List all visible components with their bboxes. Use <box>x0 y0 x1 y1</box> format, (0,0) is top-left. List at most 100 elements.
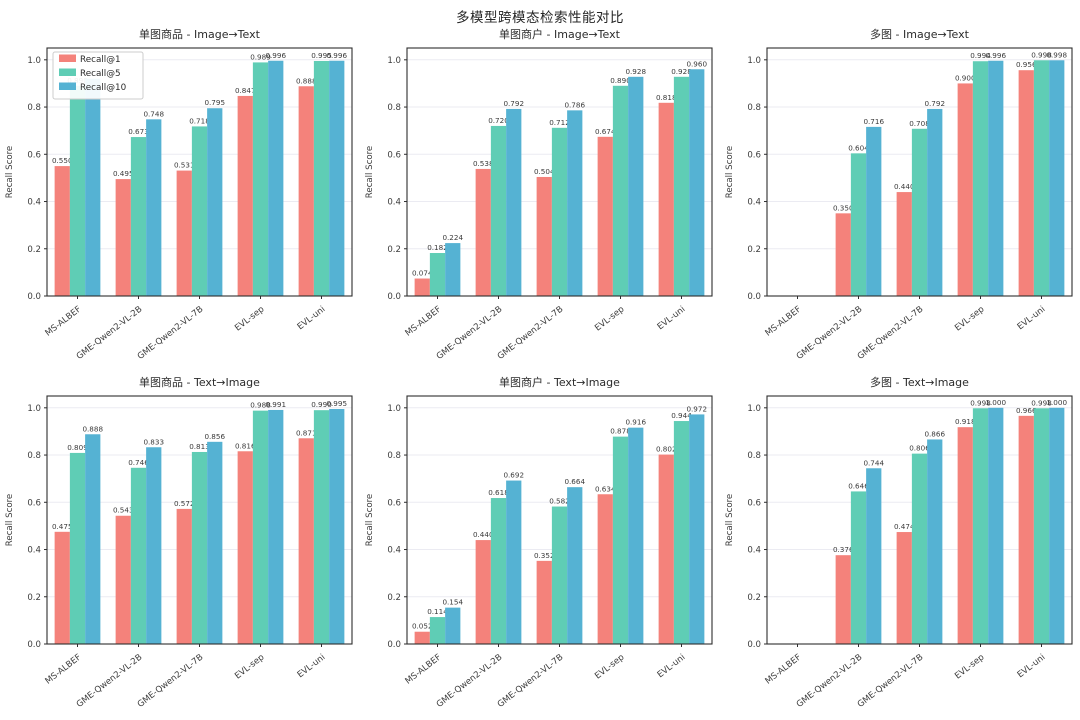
y-tick-label: 0.0 <box>387 292 401 302</box>
x-tick-label: EVL-uni <box>656 304 688 332</box>
bar-value-label: 0.716 <box>863 117 884 126</box>
bar <box>146 119 162 296</box>
bar <box>506 480 522 644</box>
y-tick-label: 0.4 <box>27 546 41 556</box>
bar <box>130 137 147 296</box>
bar <box>329 60 345 296</box>
panel-single-product-image-to-text: 0.5500.8900.920MS-ALBEF0.4950.6730.748GM… <box>0 24 360 372</box>
panel-title: 单图商户 - Text→Image <box>499 375 620 389</box>
bar-value-label: 0.972 <box>686 404 707 413</box>
chart-panel-svg: 0.475 0.809 0.888 MS-ALBEF 0.543 0.746 0.833 GM… <box>5 375 353 710</box>
y-tick-label: 0.0 <box>27 292 41 302</box>
legend-label: Recall@5 <box>80 69 121 79</box>
x-tick-label: GME-Qwen2-VL-2B <box>75 652 145 709</box>
plot-border <box>46 47 353 297</box>
chart-grid: 0.5500.8900.920MS-ALBEF0.4950.6730.748GM… <box>0 24 1080 720</box>
y-axis-label: Recall Score <box>5 146 15 198</box>
bar-value-label: 0.996 <box>326 51 347 60</box>
x-tick-label: GME-Qwen2-VL-7B <box>136 652 206 709</box>
bar <box>1018 70 1034 296</box>
bar <box>957 427 973 644</box>
y-tick-label: 0.8 <box>387 451 401 461</box>
y-tick-label: 0.4 <box>747 546 761 556</box>
plot-border <box>766 47 1073 297</box>
plot-border <box>406 395 713 645</box>
bar-value-label: 0.988 <box>250 401 271 410</box>
bar <box>146 447 162 644</box>
bar <box>207 108 223 296</box>
x-tick-label: MS-ALBEF <box>44 304 84 338</box>
bar <box>850 153 867 296</box>
bar <box>927 439 943 644</box>
chart-panel-svg: 0.5500.8900.920MS-ALBEF0.4950.6730.748GM… <box>5 27 353 362</box>
x-tick-label: GME-Qwen2-VL-7B <box>496 304 566 361</box>
y-tick-label: 0.8 <box>387 103 401 113</box>
x-tick-label: EVL-sep <box>233 652 266 681</box>
bar-value-label: 0.718 <box>189 116 210 125</box>
y-axis-label: Recall Score <box>365 146 375 198</box>
chart-panel-svg: MS-ALBEF 0.350 0.604 0.716 GME-Qwen2-VL-2B 0.… <box>725 27 1073 362</box>
y-tick-label: 0.6 <box>387 498 401 508</box>
x-tick-label: GME-Qwen2-VL-2B <box>795 304 865 361</box>
bar <box>414 631 430 644</box>
x-tick-label: EVL-sep <box>953 304 986 333</box>
bar-value-label: 1.000 <box>985 398 1006 407</box>
bar <box>429 617 446 644</box>
bar <box>658 102 674 296</box>
main-title: 多模型跨模态检索性能对比 <box>456 10 624 26</box>
panel-title: 多图 - Text→Image <box>870 375 969 389</box>
bar <box>414 278 430 296</box>
bar <box>612 85 629 296</box>
bar-value-label: 0.966 <box>1016 406 1037 415</box>
bar <box>313 410 330 644</box>
y-tick-label: 0.6 <box>387 150 401 160</box>
legend-swatch <box>59 68 76 76</box>
y-tick-label: 0.2 <box>747 245 761 255</box>
bar-value-label: 0.746 <box>128 458 149 467</box>
bar-value-label: 0.495 <box>113 169 134 178</box>
bar-value-label: 0.809 <box>67 443 88 452</box>
bar-value-label: 0.692 <box>503 471 524 480</box>
bar <box>115 179 131 296</box>
bar-value-label: 0.916 <box>625 418 646 427</box>
bar <box>551 506 568 644</box>
bar-value-label: 0.900 <box>955 73 976 82</box>
panel-multi-image-image-to-text: MS-ALBEF 0.350 0.604 0.716 GME-Qwen2-VL-2B 0.… <box>720 24 1080 372</box>
x-tick-label: MS-ALBEF <box>764 652 804 686</box>
bar <box>957 83 973 296</box>
bar <box>927 108 943 297</box>
bar-value-label: 0.944 <box>671 411 692 420</box>
bar-value-label: 0.744 <box>863 458 884 467</box>
plot-border <box>46 395 353 645</box>
x-tick-label: GME-Qwen2-VL-2B <box>435 304 505 361</box>
y-tick-label: 0.2 <box>387 593 401 603</box>
bar-value-label: 0.816 <box>235 441 256 450</box>
bar <box>298 86 314 297</box>
bar <box>597 494 613 644</box>
x-tick-label: GME-Qwen2-VL-7B <box>856 652 926 709</box>
x-tick-label: GME-Qwen2-VL-2B <box>435 652 505 709</box>
bar <box>176 170 192 296</box>
y-tick-label: 0.8 <box>747 451 761 461</box>
bar-value-label: 0.996 <box>265 51 286 60</box>
bar <box>536 560 552 644</box>
bar-value-label: 0.994 <box>970 51 991 60</box>
bar <box>835 555 851 644</box>
y-tick-label: 0.6 <box>27 150 41 160</box>
bar-value-label: 0.531 <box>174 161 195 170</box>
bar <box>628 427 644 644</box>
y-tick-label: 0.8 <box>27 451 41 461</box>
bar-value-label: 0.856 <box>204 432 225 441</box>
legend: Recall@1 Recall@5 Recall@10 <box>52 51 144 100</box>
bar <box>130 467 147 644</box>
bar <box>1049 60 1065 296</box>
bar-value-label: 0.792 <box>924 99 945 108</box>
x-tick-label: GME-Qwen2-VL-2B <box>75 304 145 361</box>
bar-value-label: 0.890 <box>610 76 631 85</box>
bar <box>329 408 345 644</box>
bar-value-label: 0.582 <box>549 497 570 506</box>
x-tick-label: EVL-uni <box>296 652 328 680</box>
bar <box>85 434 101 644</box>
